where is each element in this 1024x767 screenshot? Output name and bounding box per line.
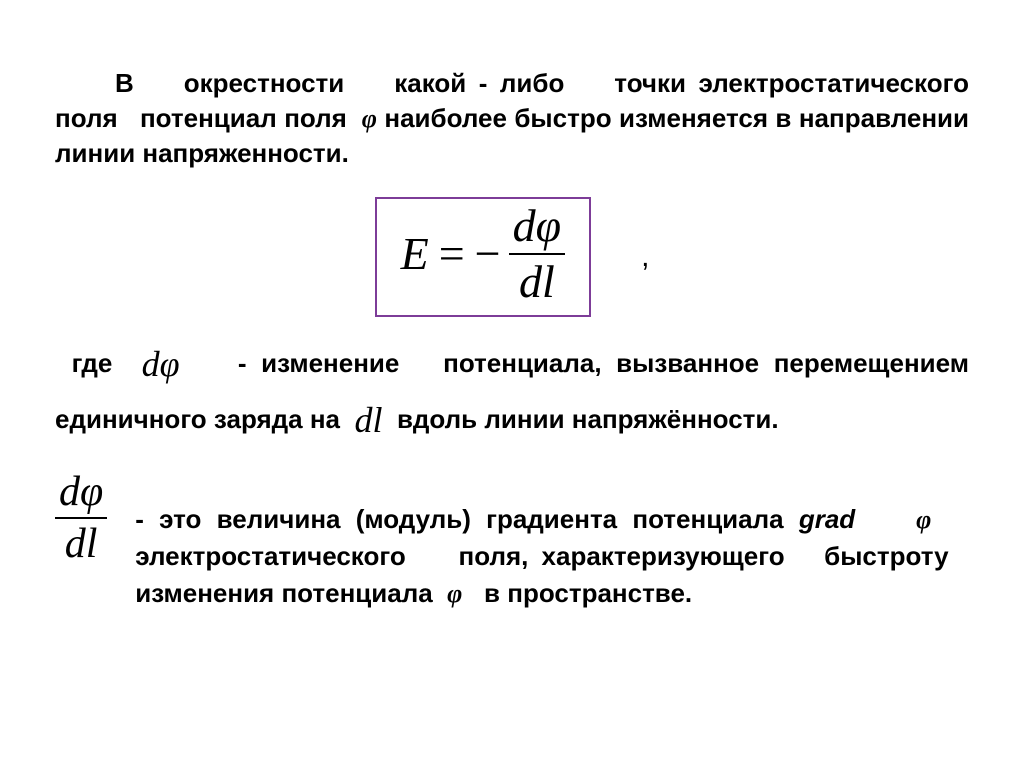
- symbol-dl: dl: [354, 400, 382, 440]
- fraction-dphi-dl: dφ dl: [509, 203, 565, 305]
- text: изменения потенциала: [135, 578, 432, 608]
- formula-box: E = − dφ dl: [375, 197, 591, 317]
- fraction-bar: [55, 517, 107, 519]
- symbol-phi: φ: [916, 505, 931, 534]
- fraction-dphi-dl-big: dφ dl: [55, 471, 107, 565]
- page: В окрестности какой - либо точки электро…: [0, 0, 1024, 638]
- paragraph-where: где dφ - изменение потенциала, вызванное…: [55, 337, 969, 449]
- text: какой - либо: [394, 68, 564, 98]
- text: потенциал поля: [140, 103, 347, 133]
- text: в пространстве.: [484, 578, 692, 608]
- paragraph-gradient: - это величина (модуль) градиента потенц…: [135, 501, 969, 612]
- symbol-dphi: dφ: [142, 344, 180, 384]
- gradient-section: dφ dl - это величина (модуль) градиента …: [55, 475, 969, 638]
- paragraph-intro: В окрестности какой - либо точки электро…: [55, 66, 969, 171]
- fraction-numerator: dφ: [55, 471, 107, 513]
- text: - изменение: [238, 348, 400, 378]
- symbol-E: E: [401, 231, 429, 277]
- symbol-phi: φ: [447, 579, 462, 608]
- minus-sign: −: [475, 231, 501, 277]
- text: вдоль линии напряжённости.: [397, 404, 779, 434]
- fraction-numerator: dφ: [509, 203, 565, 249]
- text: где: [72, 348, 113, 378]
- text: - это величина (модуль) градиента потенц…: [135, 504, 783, 534]
- comma: ,: [641, 240, 649, 274]
- symbol-grad: grad: [799, 504, 855, 534]
- fraction-denominator: dl: [61, 523, 102, 565]
- symbol-phi: φ: [362, 104, 377, 133]
- fraction-denominator: dl: [515, 259, 559, 305]
- text: окрестности: [184, 68, 345, 98]
- equals-sign: =: [439, 231, 465, 277]
- text: быстроту: [824, 541, 948, 571]
- formula-row: E = − dφ dl ,: [55, 197, 969, 317]
- text: В: [115, 68, 134, 98]
- text: поля, характеризующего: [459, 541, 785, 571]
- fraction-bar: [509, 253, 565, 255]
- text: электростатического: [135, 541, 405, 571]
